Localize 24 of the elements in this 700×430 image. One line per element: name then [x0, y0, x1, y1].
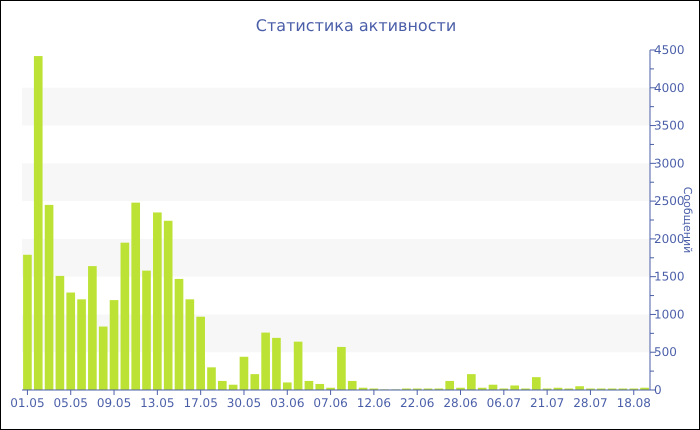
y-tick-label: 500: [654, 345, 677, 360]
x-tick-label: 03.06: [270, 396, 304, 410]
x-tick-label: 13.05: [140, 396, 175, 410]
x-tick-label: 01.05: [10, 396, 45, 410]
x-tick-label: 21.07: [530, 396, 564, 410]
x-tick-label: 12.06: [356, 396, 392, 410]
y-tick-label: 4500: [654, 43, 685, 57]
x-tick-label: 09.05: [96, 396, 132, 410]
y-tick-label: 1000: [654, 307, 685, 322]
x-tick-label: 06.07: [486, 396, 522, 410]
y-tick-label: 1500: [654, 270, 685, 284]
y-tick-label: 0: [654, 383, 662, 397]
y-tick-label: 3000: [654, 156, 685, 170]
x-tick-label: 22.06: [400, 396, 434, 410]
x-tick-label: 30.05: [226, 396, 262, 410]
x-tick-label: 28.06: [443, 396, 478, 410]
x-tick-label: 18.08: [616, 396, 651, 410]
y-tick-label: 3500: [654, 118, 685, 133]
x-tick-label: 17.05: [183, 396, 218, 410]
x-tick-label: 28.07: [573, 396, 608, 410]
chart-title: Статистика активности: [256, 16, 456, 35]
x-tick-label: 07.06: [313, 396, 348, 410]
y-tick-label: 4000: [654, 80, 685, 95]
x-tick-label: 05.05: [54, 396, 88, 410]
